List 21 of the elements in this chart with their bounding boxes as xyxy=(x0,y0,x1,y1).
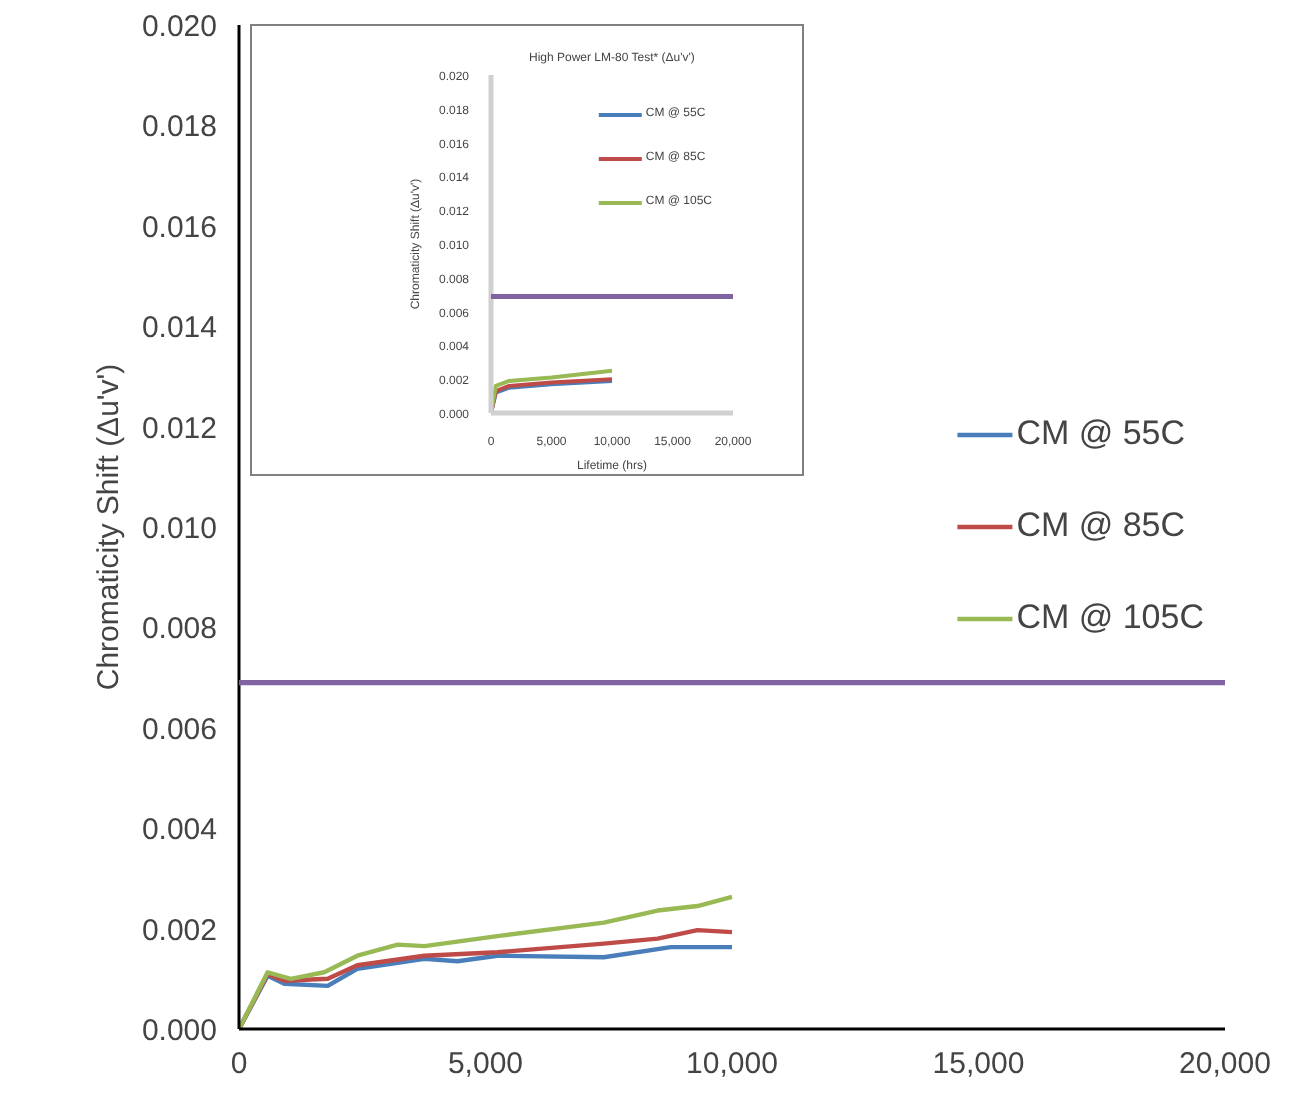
y-axis-title: Chromaticity Shift (Δu'v') xyxy=(91,363,126,691)
y-tick-label: 0.018 xyxy=(141,110,218,145)
legend-label: CM @ 105C xyxy=(1016,598,1204,638)
x-tick-label: 10,000 xyxy=(686,1047,778,1081)
y-tick-label: 0.020 xyxy=(141,10,218,44)
legend-label: CM @ 85C xyxy=(1016,506,1186,546)
y-tick-label: 0.004 xyxy=(141,813,218,848)
y-tick-label: 0.000 xyxy=(141,1014,218,1048)
y-tick-label: 0.016 xyxy=(141,210,218,245)
x-tick-label: 5,000 xyxy=(447,1047,524,1081)
line-series xyxy=(239,894,735,1029)
legend-label: CM @ 55C xyxy=(1016,414,1186,454)
y-tick-label: 0.012 xyxy=(141,411,218,446)
x-tick-label: 20,000 xyxy=(1179,1047,1271,1081)
x-tick-label: 15,000 xyxy=(932,1047,1025,1081)
x-tick-label: 0 xyxy=(230,1047,248,1081)
y-tick-label: 0.002 xyxy=(141,913,218,948)
y-tick-label: 0.006 xyxy=(141,712,218,747)
y-tick-label: 0.008 xyxy=(141,612,218,647)
y-tick-label: 0.014 xyxy=(141,311,218,346)
y-tick-label: 0.010 xyxy=(141,512,218,546)
